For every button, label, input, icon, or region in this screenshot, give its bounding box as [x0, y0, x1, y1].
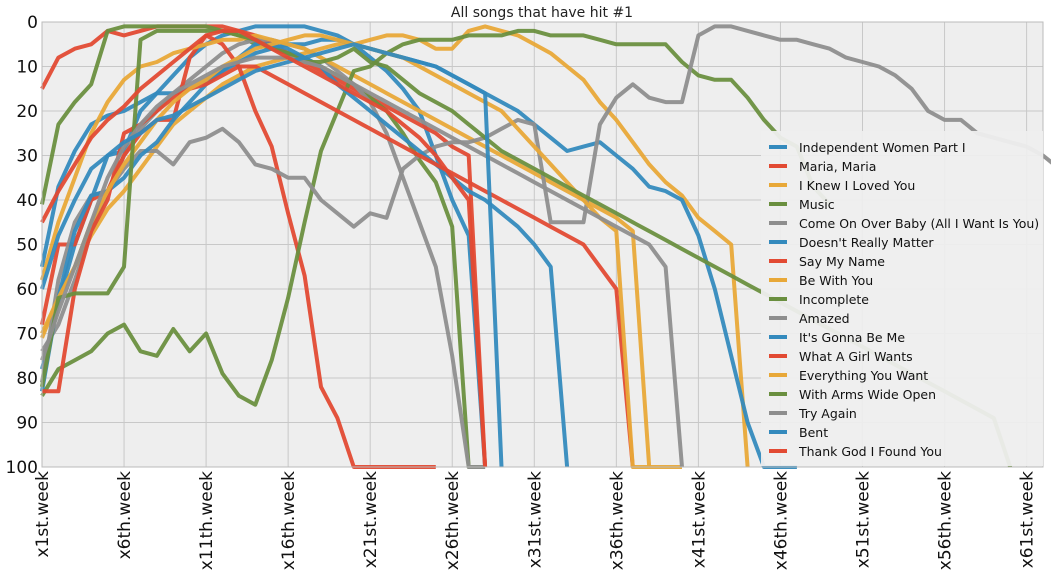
y-tick-label: 10 — [16, 58, 38, 78]
y-tick-label: 90 — [16, 414, 38, 434]
y-tick-label: 60 — [16, 280, 38, 300]
legend-box — [761, 131, 1043, 466]
series-line-16 — [40, 28, 488, 468]
x-tick-label: x61st.week — [1018, 471, 1038, 568]
legend-label: Be With You — [799, 273, 873, 288]
x-tick-label: x56th.week — [936, 471, 956, 570]
legend-label: Doesn't Really Matter — [799, 235, 934, 250]
y-tick-label: 40 — [16, 191, 38, 211]
x-tick-label: x11th.week — [197, 471, 217, 570]
x-tick-label: x46th.week — [771, 471, 791, 570]
y-tick-label: 70 — [16, 325, 38, 345]
legend-label: Music — [799, 197, 835, 212]
legend-label: What A Girl Wants — [799, 349, 913, 364]
series-line-2 — [40, 24, 750, 468]
x-tick-label: x1st.week — [33, 471, 53, 558]
legend-label: Bent — [799, 425, 828, 440]
legend-label: With Arms Wide Open — [799, 387, 936, 402]
series-line-0 — [40, 24, 488, 468]
x-tick-label: x36th.week — [607, 471, 627, 570]
x-tick-label: x31st.week — [525, 471, 545, 568]
legend-label: It's Gonna Be Me — [799, 330, 905, 345]
x-tick-label: x41st.week — [689, 471, 709, 568]
legend-label: Independent Women Part I — [799, 140, 966, 155]
legend-label: Incomplete — [799, 292, 869, 307]
series-line-9 — [40, 24, 1051, 383]
legend-label: Say My Name — [799, 254, 885, 269]
legend-label: Maria, Maria — [799, 159, 876, 174]
y-tick-label: 80 — [16, 369, 38, 389]
series-line-14 — [40, 55, 684, 468]
series-line-8 — [40, 28, 832, 407]
legend-label: Come On Over Baby (All I Want Is You) — [799, 216, 1039, 231]
y-tick-label: 30 — [16, 147, 38, 167]
series-line-7 — [40, 33, 652, 468]
legend-label: I Knew I Loved You — [799, 178, 915, 193]
legend-label: Try Again — [798, 406, 857, 421]
y-tick-label: 20 — [16, 102, 38, 122]
y-tick-label: 100 — [6, 458, 38, 478]
x-tick-label: x16th.week — [279, 471, 299, 570]
x-tick-label: x21st.week — [361, 471, 381, 568]
y-tick-label: 50 — [16, 236, 38, 256]
chart-title: All songs that have hit #1 — [451, 5, 633, 21]
legend-label: Amazed — [799, 311, 850, 326]
x-tick-label: x26th.week — [443, 471, 463, 570]
legend-label: Everything You Want — [799, 368, 928, 383]
y-tick-label: 0 — [27, 13, 38, 33]
x-tick-label: x51st.week — [853, 471, 873, 568]
series-line-15 — [40, 42, 504, 468]
legend: Independent Women Part I Maria, Maria I Kn… — [761, 131, 1043, 466]
legend-label: Thank God I Found You — [798, 444, 942, 459]
x-tick-label: x6th.week — [115, 471, 135, 560]
